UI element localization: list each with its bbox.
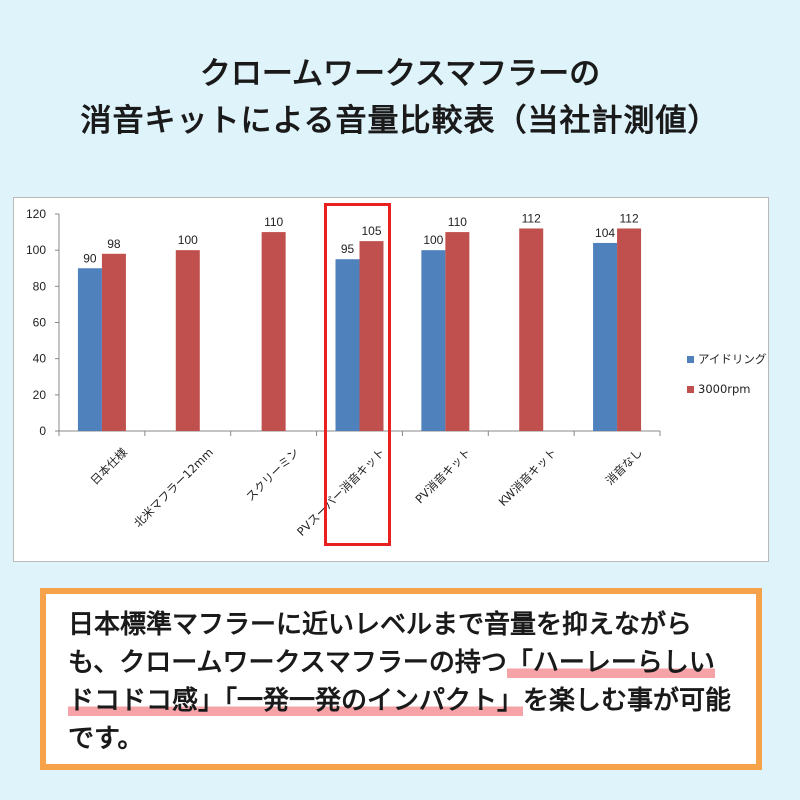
data-label: 110 — [264, 215, 283, 229]
data-label: 105 — [361, 224, 381, 238]
y-tick-label: 80 — [33, 279, 47, 293]
caption-part-2: を楽しむ事が可能です。 — [68, 686, 732, 754]
data-label: 112 — [522, 211, 541, 225]
x-tick-label: PV消音キット — [412, 445, 473, 506]
bar-rpm3000 — [175, 250, 200, 431]
legend-label: 3000rpm — [698, 382, 751, 396]
caption-highlight-2: 「一発一発のインパクト」 — [224, 686, 524, 716]
bar-idle — [335, 259, 360, 431]
data-label: 95 — [341, 242, 355, 256]
x-tick-label: KW消音キット — [496, 445, 560, 509]
chart-panel — [13, 197, 769, 562]
caption-box: 日本標準マフラーに近いレベルまで音量を抑えながらも、クロームワークスマフラーの持… — [40, 588, 762, 770]
x-tick-label: 日本仕様 — [88, 445, 131, 488]
bar-rpm3000 — [519, 228, 544, 431]
x-tick-label: スクリーミン — [243, 445, 302, 504]
bar-rpm3000 — [359, 241, 384, 431]
data-label: 110 — [448, 215, 467, 229]
bar-rpm3000 — [445, 232, 470, 431]
data-label: 112 — [620, 211, 639, 225]
bar-idle — [593, 242, 618, 431]
data-label: 90 — [83, 251, 97, 265]
data-label: 100 — [423, 233, 443, 247]
y-tick-label: 20 — [33, 388, 47, 402]
highlight-frame — [324, 203, 391, 546]
legend-swatch — [687, 386, 694, 393]
bar-idle — [77, 268, 102, 431]
data-label: 98 — [107, 237, 121, 251]
bar-rpm3000 — [261, 232, 286, 431]
bar-rpm3000 — [101, 253, 126, 431]
y-tick-label: 60 — [33, 316, 47, 330]
page-title: クロームワークスマフラーの 消音キットによる音量比較表（当社計測値） — [0, 52, 800, 146]
x-tick-label: 消音なし — [603, 445, 645, 487]
bar-rpm3000 — [617, 228, 642, 431]
caption-text: 日本標準マフラーに近いレベルまで音量を抑えながらも、クロームワークスマフラーの持… — [68, 606, 736, 758]
y-tick-label: 40 — [33, 352, 47, 366]
legend-label: アイドリング — [698, 352, 767, 366]
x-tick-label: 北米マフラー12mm — [131, 445, 216, 530]
data-label: 104 — [595, 226, 615, 240]
y-tick-label: 0 — [39, 424, 46, 438]
caption-part-1: 日本標準マフラーに近いレベルまで音量を抑えながらも、クロームワークスマフラーの持… — [68, 610, 693, 678]
title-line-1: クロームワークスマフラーの — [199, 56, 601, 92]
y-tick-label: 100 — [26, 243, 46, 257]
legend-swatch — [687, 356, 694, 363]
y-tick-label: 120 — [26, 207, 46, 221]
data-label: 100 — [178, 233, 198, 247]
bar-idle — [421, 250, 446, 431]
title-line-2: 消音キットによる音量比較表（当社計測値） — [80, 103, 720, 139]
